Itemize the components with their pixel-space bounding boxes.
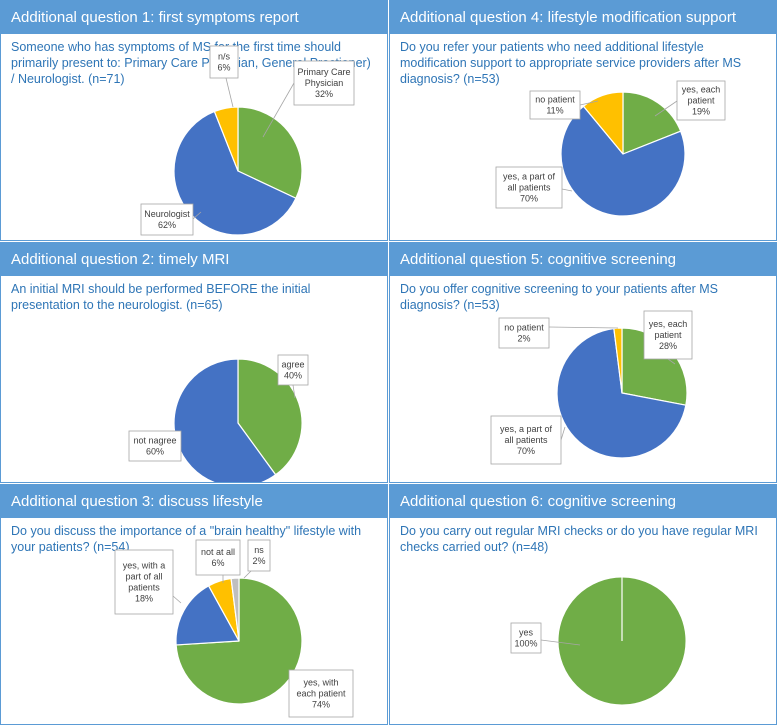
panel-title: Additional question 6: cognitive screeni… [390, 485, 776, 518]
data-label: Primary Care Physician 32% [297, 67, 350, 99]
panel-cognitive-screening: Additional question 5: cognitive screeni… [389, 242, 777, 483]
pie-slice [230, 577, 240, 642]
data-label: yes, a part of all patients 70% [500, 424, 553, 456]
panel-first-symptoms: Additional question 1: first symptoms re… [0, 0, 388, 241]
data-label-box [495, 166, 563, 209]
data-label-box [288, 669, 354, 718]
data-label: yes, each patient 19% [682, 85, 721, 117]
panel-title: Additional question 5: cognitive screeni… [390, 243, 776, 276]
panel-title: Additional question 1: first symptoms re… [1, 1, 387, 34]
data-label: yes, with a part of all patients 18% [123, 561, 166, 604]
data-label: not at all 6% [201, 547, 235, 568]
pie-slice [213, 106, 239, 172]
data-label-box [209, 45, 239, 79]
label-leader-line [561, 188, 573, 192]
data-label-box [676, 80, 726, 121]
label-leader-line [560, 426, 566, 441]
label-leader-line [192, 211, 202, 220]
panel-question: Do you offer cognitive screening to your… [400, 282, 718, 312]
pie-slice [582, 91, 624, 155]
data-label: Neurologist 62% [144, 209, 190, 230]
label-leader-line [243, 570, 252, 579]
panel-title: Additional question 4: lifestyle modific… [390, 1, 776, 34]
panel-title: Additional question 2: timely MRI [1, 243, 387, 276]
label-leader-line [172, 595, 182, 604]
pie-chart: yes, with each patient 74% yes, with a part … [114, 539, 354, 718]
label-leader-line [262, 82, 295, 138]
panel-title: Additional question 3: discuss lifestyle [1, 485, 387, 518]
panel-lifestyle-support: Additional question 4: lifestyle modific… [389, 0, 777, 241]
pie-chart: yes 100% [510, 576, 687, 706]
pie-chart: yes, each patient 28% yes, a part of all pat… [490, 310, 693, 465]
data-label-box [498, 317, 550, 349]
data-label: ns 2% [252, 545, 265, 566]
label-leader-line [540, 639, 581, 646]
data-label: yes, a part of all patients 70% [503, 172, 556, 204]
data-label-box [140, 203, 194, 236]
panel-question: Do you carry out regular MRI checks or d… [400, 524, 758, 554]
data-label: no patient 11% [535, 95, 575, 116]
label-leader-line [292, 384, 296, 399]
panel-timely-mri: Additional question 2: timely MRI An ini… [0, 242, 388, 483]
label-leader-line [579, 100, 599, 106]
label-leader-line [548, 326, 619, 329]
data-label-box [277, 354, 309, 386]
pie-slice [556, 327, 687, 459]
data-label-box [529, 90, 581, 120]
panel-question: An initial MRI should be performed BEFOR… [11, 282, 311, 312]
data-label-box [510, 622, 542, 654]
pie-slice [175, 585, 240, 646]
data-label: n/s 6% [217, 52, 230, 73]
panel-question: Do you refer your patients who need addi… [400, 40, 742, 86]
pie-slice [560, 105, 686, 217]
panel-question: Someone who has symptoms of MS for the f… [11, 40, 371, 86]
panel-question: Do you discuss the importance of a "brai… [11, 524, 362, 554]
label-leader-line [225, 77, 234, 108]
pie-slice [622, 91, 682, 155]
data-label-box [114, 549, 174, 615]
data-label: yes, each patient 28% [649, 319, 688, 351]
data-label-box [247, 539, 271, 572]
label-leader-line [667, 358, 676, 365]
label-leader-line [654, 100, 678, 117]
pie-slice [237, 106, 303, 199]
pie-chart: Primary Care Physician 32% Neurologist 62% n/… [140, 45, 355, 236]
data-label-box [490, 415, 562, 465]
data-label: not nagree 60% [133, 436, 176, 457]
data-label: no patient 2% [504, 323, 544, 344]
data-label: yes, with each patient 74% [296, 678, 346, 710]
data-label-box [195, 539, 241, 576]
pie-chart: agree 40% not nagree 60% [128, 354, 309, 482]
pie-chart: yes, each patient 19% yes, a part of all pat… [495, 80, 726, 217]
data-label: yes 100% [514, 628, 537, 649]
data-label-box [293, 60, 355, 106]
panel-discuss-lifestyle: Additional question 3: discuss lifestyle… [0, 484, 388, 725]
pie-slice [237, 358, 303, 476]
data-label: agree 40% [281, 360, 304, 381]
data-label-box [643, 310, 693, 360]
data-label-box [128, 430, 182, 462]
panel-regular-mri: Additional question 6: cognitive screeni… [389, 484, 777, 725]
